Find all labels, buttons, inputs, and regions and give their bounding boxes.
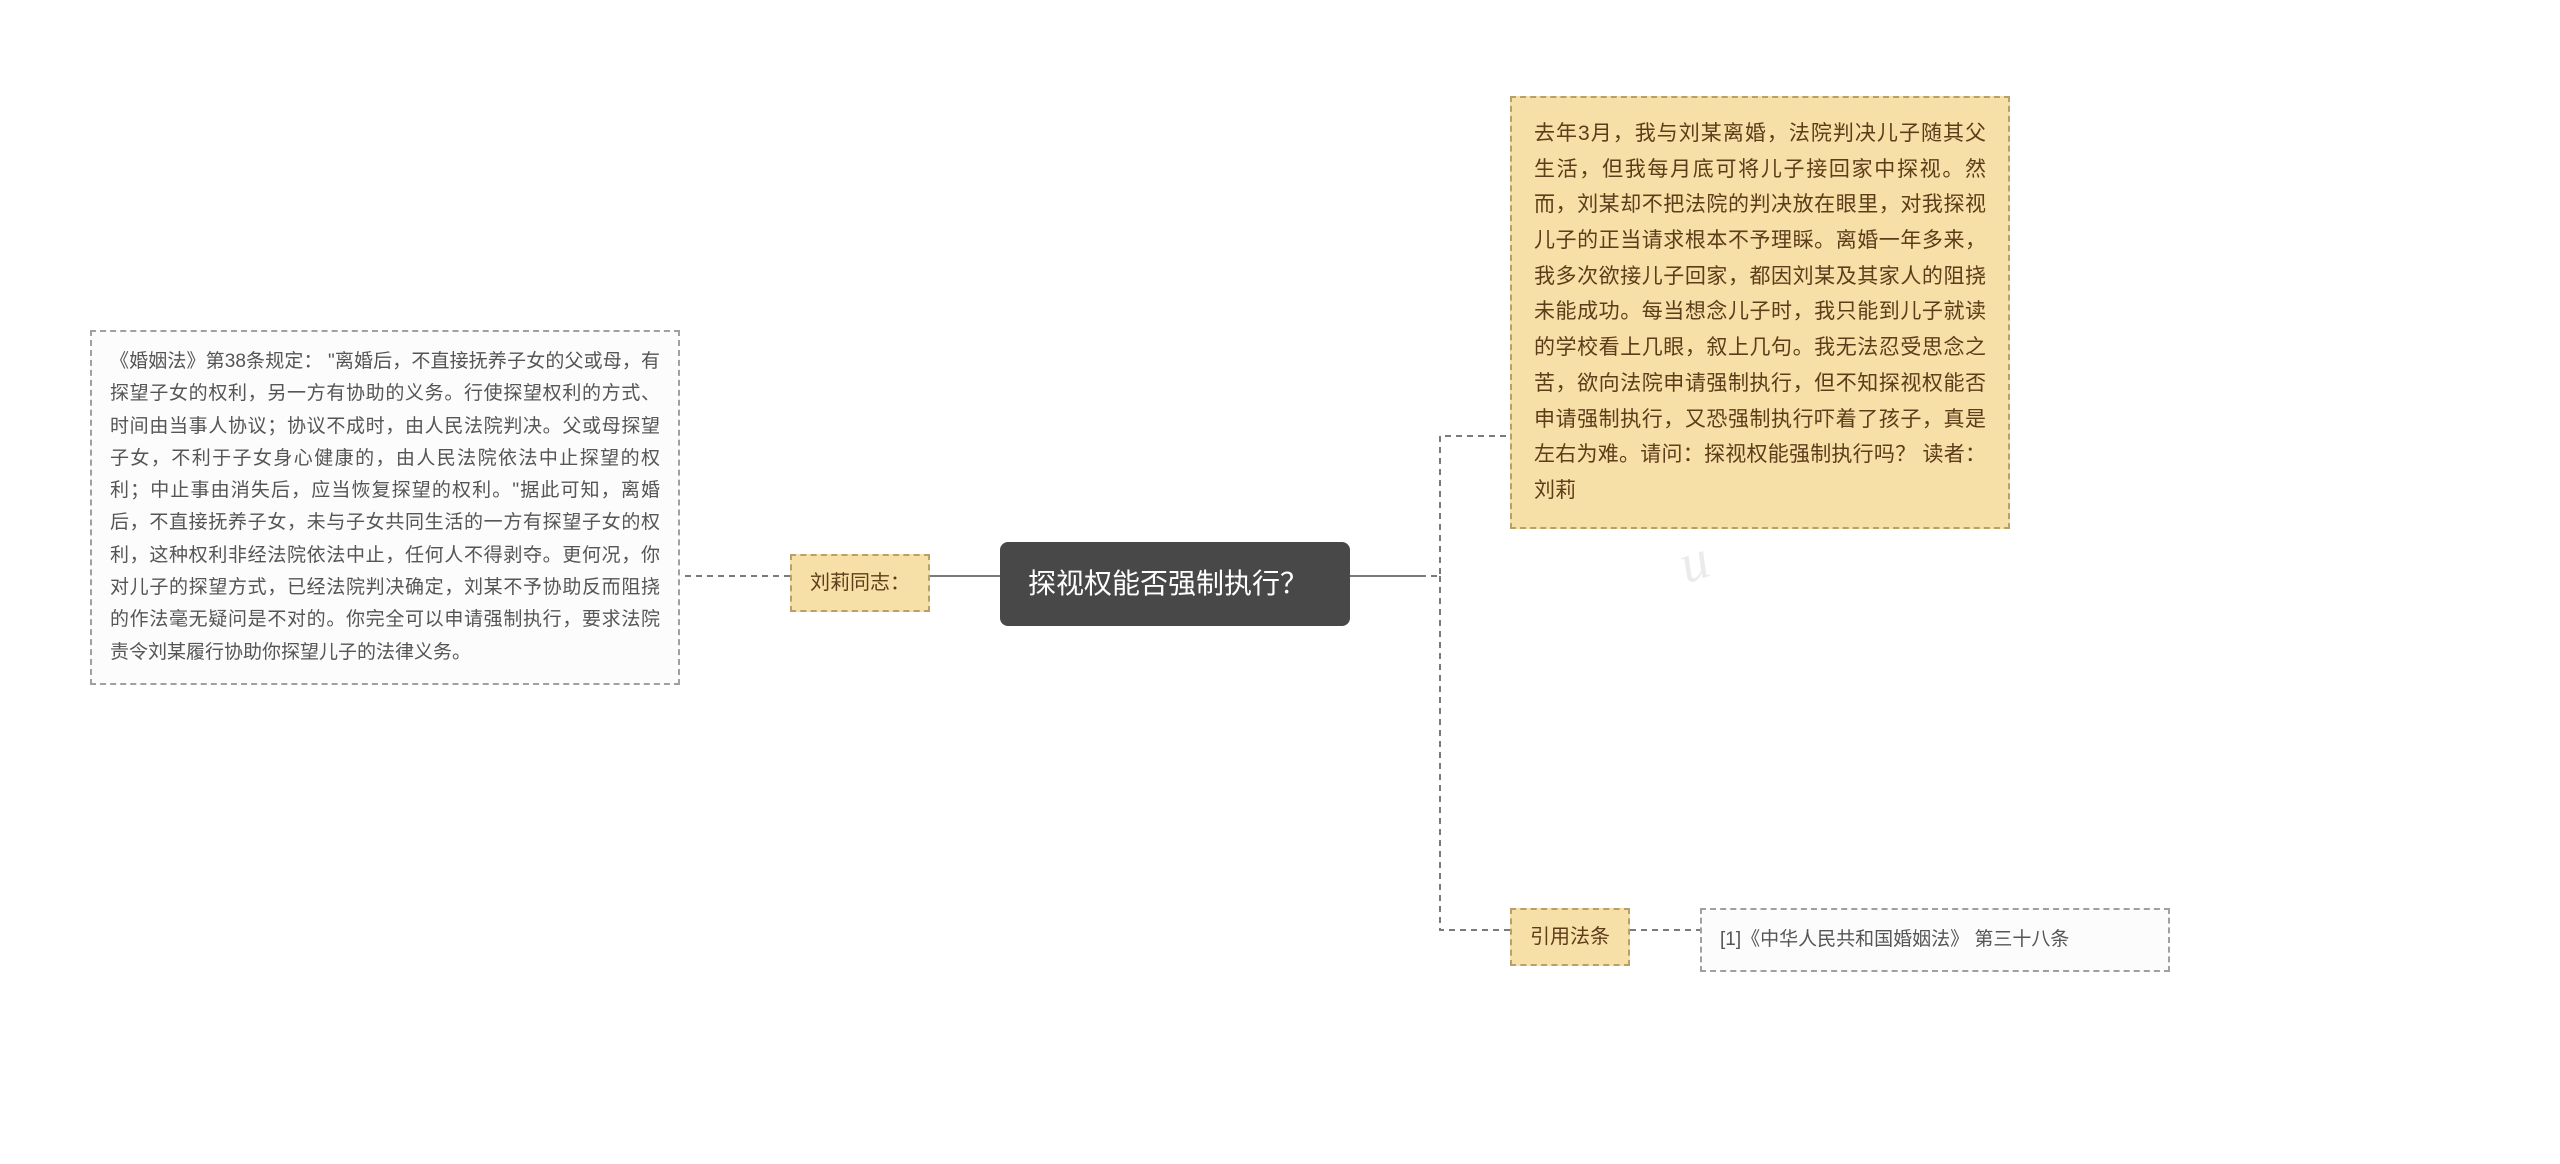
right-bottom-label[interactable]: 引用法条	[1510, 908, 1630, 966]
watermark-2: u	[1671, 527, 1717, 597]
citation-leaf: [1]《中华人民共和国婚姻法》 第三十八条	[1700, 908, 2170, 972]
left-branch-label[interactable]: 刘莉同志：	[790, 554, 930, 612]
left-leaf-answer: 《婚姻法》第38条规定： "离婚后，不直接抚养子女的父或母，有探望子女的权利，另…	[90, 330, 680, 685]
right-top-question: 去年3月，我与刘某离婚，法院判决儿子随其父生活，但我每月底可将儿子接回家中探视。…	[1510, 96, 2010, 529]
root-node[interactable]: 探视权能否强制执行？	[1000, 542, 1350, 626]
edge-right-bracket	[1420, 436, 1510, 930]
